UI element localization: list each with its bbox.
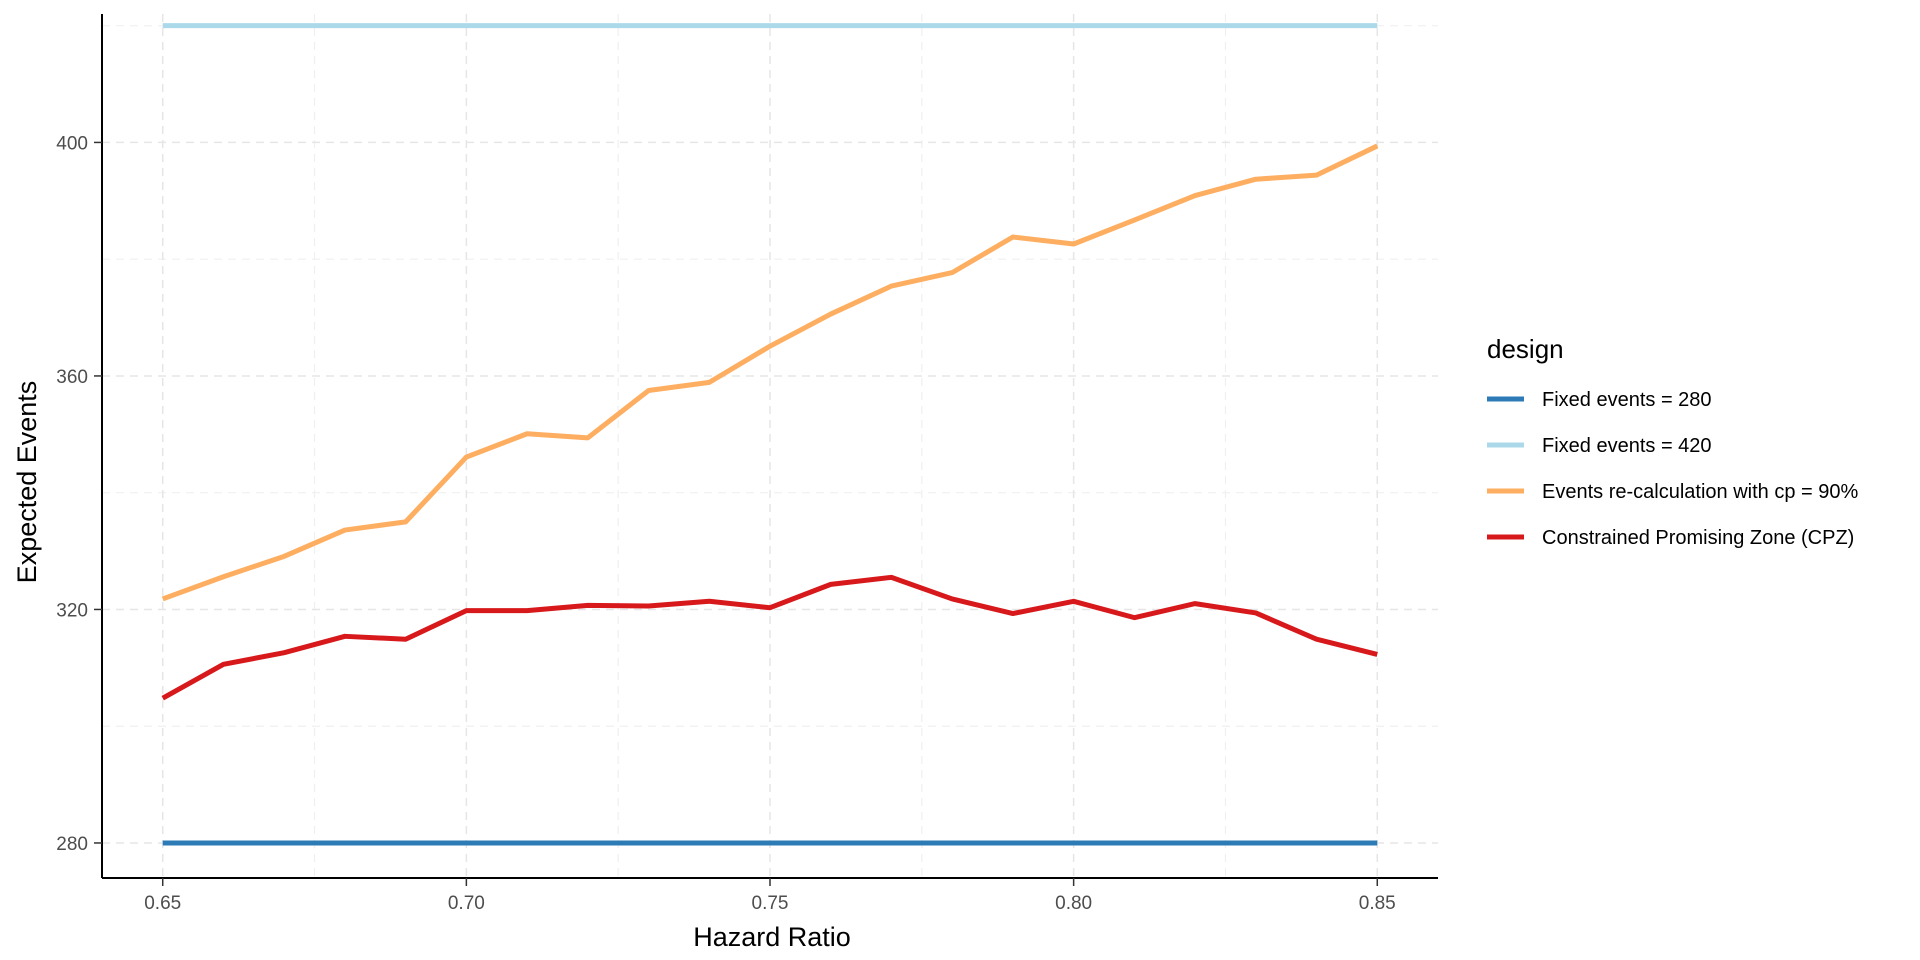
legend-title: design <box>1487 334 1564 364</box>
tick-labels: 0.65 0.70 0.75 0.80 0.85 280 320 360 400 <box>56 133 1395 914</box>
legend-item: Fixed events = 280 <box>1487 389 1712 411</box>
series-lines <box>161 23 1379 846</box>
x-tick-label: 0.75 <box>752 893 789 914</box>
major-gridlines <box>102 14 1438 878</box>
y-tick-label: 400 <box>56 133 88 154</box>
x-tick-label: 0.65 <box>144 893 181 914</box>
legend-item: Constrained Promising Zone (CPZ) <box>1487 527 1854 549</box>
series-line-3 <box>161 143 1379 602</box>
legend-label: Events re-calculation with cp = 90% <box>1542 481 1858 503</box>
legend-items: Fixed events = 280 Fixed events = 420 Even… <box>1487 389 1858 549</box>
legend-label: Constrained Promising Zone (CPZ) <box>1542 527 1854 549</box>
legend-label: Fixed events = 280 <box>1542 389 1712 411</box>
x-tick-label: 0.80 <box>1055 893 1092 914</box>
y-tick-label: 320 <box>56 600 88 621</box>
x-axis-title: Hazard Ratio <box>693 922 851 952</box>
x-tick-label: 0.85 <box>1359 893 1396 914</box>
y-tick-label: 360 <box>56 367 88 388</box>
x-tick-label: 0.70 <box>448 893 485 914</box>
y-axis-title: Expected Events <box>12 381 42 584</box>
y-tick-label: 280 <box>56 834 88 855</box>
legend-label: Fixed events = 420 <box>1542 435 1712 457</box>
series-line-4 <box>161 574 1378 701</box>
legend-item: Fixed events = 420 <box>1487 435 1712 457</box>
legend-item: Events re-calculation with cp = 90% <box>1487 481 1858 503</box>
